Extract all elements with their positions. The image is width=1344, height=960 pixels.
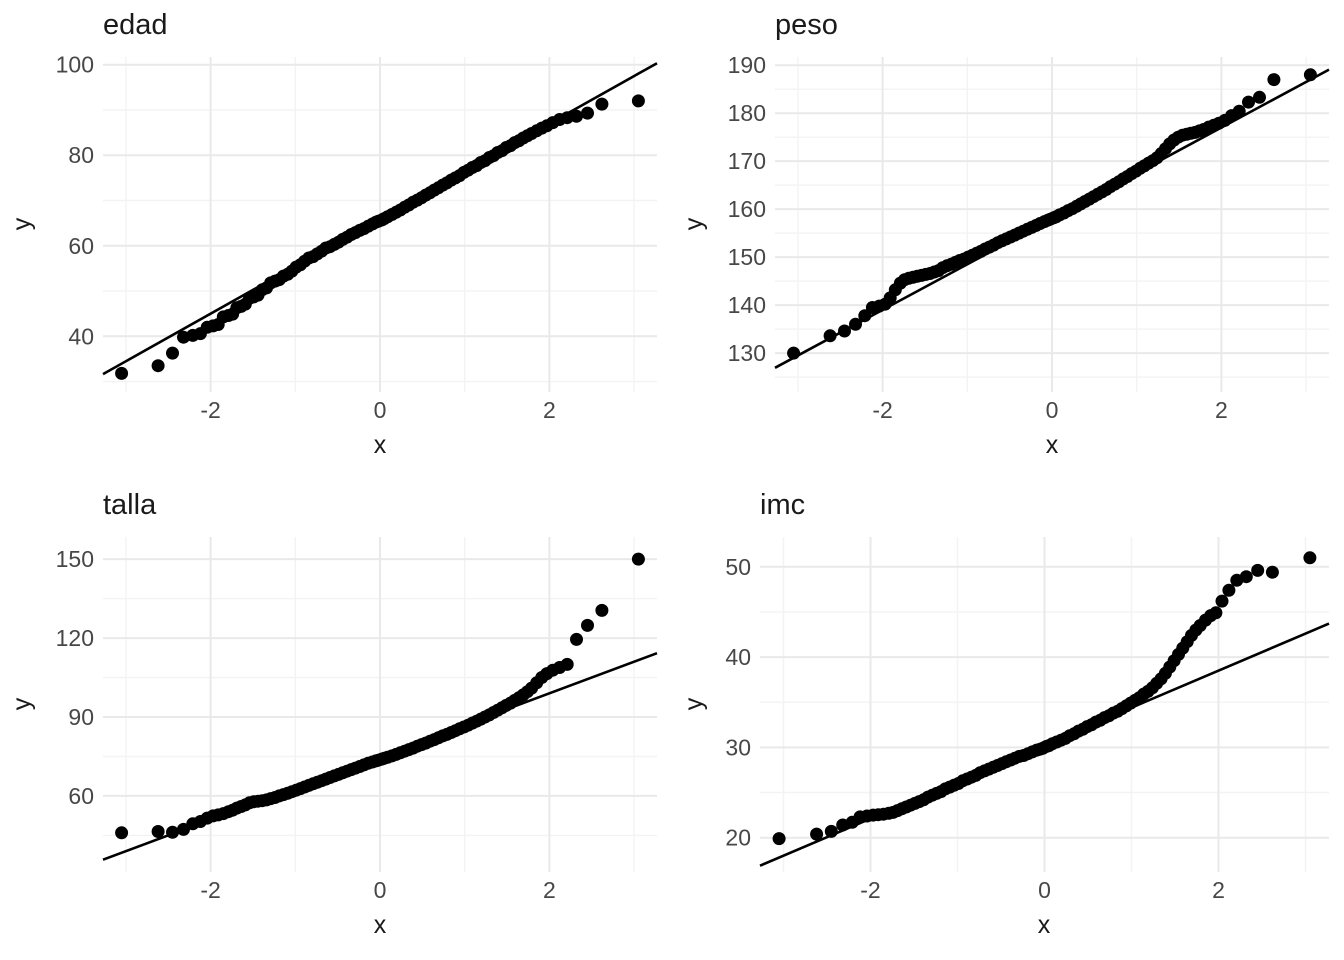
y-tick-label: 20 [725, 825, 751, 851]
qq-point [595, 603, 609, 617]
qq-point [849, 317, 862, 331]
x-tick-label: 2 [1215, 397, 1228, 423]
qq-point [787, 346, 801, 360]
y-tick-label: 170 [728, 148, 766, 174]
x-tick-label: 2 [1212, 877, 1225, 903]
plot-title-talla: talla [103, 489, 157, 521]
y-axis-title-peso: y [680, 217, 708, 230]
qq-point [1253, 90, 1266, 104]
y-tick-label: 40 [725, 644, 751, 670]
x-axis-title-imc: x [1038, 911, 1051, 939]
plot-canvas-peso: -2 0 2 130 140 150 160 170 180 190 [728, 52, 1330, 423]
plot-canvas-imc: -2 0 2 20 30 40 50 [725, 537, 1330, 903]
qq-point [570, 109, 583, 123]
qq-point [1209, 606, 1223, 620]
qq-point [151, 825, 165, 838]
y-tick-label: 80 [68, 142, 94, 168]
y-tick-label: 60 [68, 233, 94, 259]
qq-point [560, 657, 574, 671]
x-axis-title-talla: x [374, 911, 387, 939]
y-tick-label: 130 [728, 340, 766, 366]
x-tick-label: 2 [543, 877, 556, 903]
qq-plot-svg-edad: -2 0 2 40 60 80 100 edad x y [8, 9, 658, 459]
y-tick-label: 160 [728, 196, 766, 222]
qq-plot-svg-talla: -2 0 2 60 90 120 150 talla x y [8, 489, 658, 939]
plot-title-edad: edad [103, 9, 168, 41]
qq-point [1251, 563, 1265, 577]
qq-point [581, 106, 594, 120]
qq-point [631, 552, 645, 566]
qq-plot-imc: -2 0 2 20 30 40 50 imc x y [672, 480, 1344, 960]
y-tick-label: 120 [56, 625, 94, 651]
qq-point [1303, 68, 1317, 82]
qq-point [1215, 594, 1229, 608]
qq-point [1242, 95, 1255, 109]
x-tick-label: -2 [200, 397, 220, 423]
y-tick-label: 40 [68, 323, 94, 349]
y-tick-label: 190 [728, 52, 766, 78]
qq-point [1265, 565, 1279, 579]
qq-point [772, 832, 786, 846]
qq-point [166, 825, 179, 839]
qq-point [151, 359, 165, 373]
x-axis-title-edad: x [374, 431, 387, 459]
qq-plot-svg-peso: -2 0 2 130 140 150 160 170 180 190 peso x y [680, 9, 1330, 459]
qq-plot-talla: -2 0 2 60 90 120 150 talla x y [0, 480, 672, 960]
y-tick-label: 50 [725, 554, 751, 580]
plot-title-imc: imc [760, 489, 805, 521]
x-tick-label: -2 [200, 877, 220, 903]
qq-plot-edad: -2 0 2 40 60 80 100 edad x y [0, 0, 672, 480]
y-axis-title-talla: y [8, 697, 36, 710]
x-tick-label: -2 [860, 877, 880, 903]
qq-point [570, 632, 583, 646]
qq-point [115, 826, 129, 840]
qq-point [166, 346, 179, 360]
qq-point [1232, 104, 1246, 118]
qq-point [824, 824, 838, 838]
plot-title-peso: peso [775, 9, 838, 41]
qq-point [838, 324, 851, 338]
qq-point [1222, 583, 1236, 597]
x-tick-label: 0 [374, 877, 387, 903]
qq-point [115, 366, 129, 380]
y-axis-title-edad: y [8, 217, 36, 230]
qq-point [631, 94, 645, 108]
x-tick-label: 0 [374, 397, 387, 423]
qq-point [810, 827, 824, 841]
qq-point [858, 309, 872, 323]
y-tick-label: 90 [68, 704, 94, 730]
x-tick-label: -2 [872, 397, 892, 423]
qq-plot-peso: -2 0 2 130 140 150 160 170 180 190 peso x y [672, 0, 1344, 480]
qq-point [595, 97, 609, 111]
y-tick-label: 140 [728, 292, 766, 318]
qq-point [1267, 73, 1281, 87]
y-tick-label: 60 [68, 783, 94, 809]
qq-point [823, 329, 837, 343]
x-axis-title-peso: x [1046, 431, 1059, 459]
x-tick-label: 0 [1046, 397, 1059, 423]
qq-plot-svg-imc: -2 0 2 20 30 40 50 imc x y [680, 489, 1330, 939]
y-tick-label: 30 [725, 734, 751, 760]
y-tick-label: 180 [728, 100, 766, 126]
qq-point [1303, 551, 1317, 565]
y-tick-label: 150 [56, 546, 94, 572]
qq-point [581, 618, 594, 632]
y-tick-label: 150 [728, 244, 766, 270]
y-axis-title-imc: y [680, 697, 708, 710]
x-tick-label: 2 [543, 397, 556, 423]
plot-canvas-edad: -2 0 2 40 60 80 100 [56, 52, 658, 423]
x-tick-label: 0 [1038, 877, 1051, 903]
qq-point [1239, 570, 1253, 584]
y-tick-label: 100 [56, 52, 94, 78]
plot-canvas-talla: -2 0 2 60 90 120 150 [56, 537, 658, 903]
